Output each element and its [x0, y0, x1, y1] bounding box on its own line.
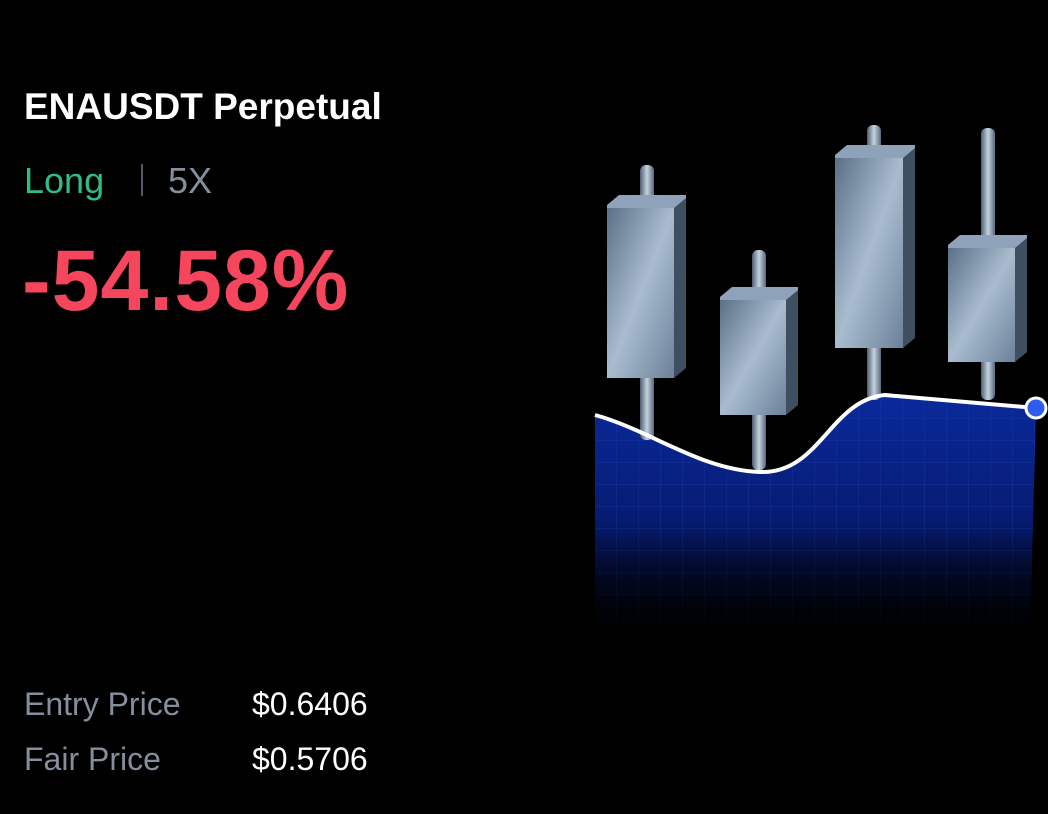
candle: [948, 128, 1027, 400]
illustration: [590, 125, 1048, 645]
separator: [141, 164, 143, 196]
price-value: $0.6406: [252, 686, 368, 722]
pnl-percent: -54.58%: [22, 233, 350, 329]
leverage: 5X: [168, 160, 213, 201]
title: ENAUSDT Perpetual: [24, 86, 382, 127]
candle: [607, 165, 686, 440]
position-side: Long: [24, 160, 105, 201]
candle: [835, 125, 915, 400]
price-value: $0.5706: [252, 741, 368, 777]
price-label: Entry Price: [24, 686, 181, 722]
price-label: Fair Price: [24, 741, 161, 777]
candle: [720, 250, 798, 470]
